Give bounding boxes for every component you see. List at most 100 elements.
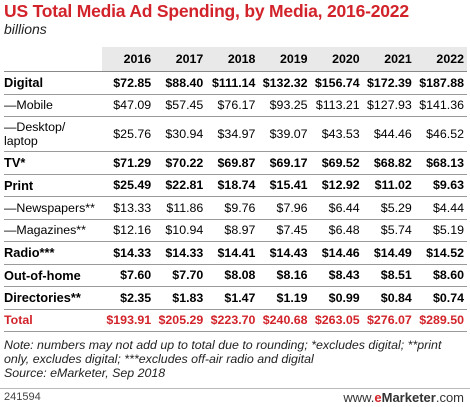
- table-cell: $193.91: [102, 309, 155, 332]
- table-cell: $8.97: [206, 219, 259, 242]
- table-cell: $22.81: [154, 174, 207, 197]
- table-row: Digital $72.85 $88.40 $111.14 $132.32 $156.74…: [4, 71, 467, 95]
- table-cell: $11.86: [154, 196, 207, 220]
- table-cell: $14.33: [154, 241, 207, 265]
- header-row: 2016 2017 2018 2019 2020 2021 2022: [4, 47, 467, 72]
- row-label: Digital: [4, 71, 103, 95]
- table-cell: $240.68: [258, 309, 311, 332]
- table-cell: $88.40: [154, 71, 207, 95]
- row-label: Radio***: [4, 241, 103, 265]
- table-cell: $187.88: [414, 71, 467, 95]
- table-row: —Magazines** $12.16 $10.94 $8.97 $7.45 $6.48 $…: [4, 219, 467, 242]
- row-label: —Desktop/ laptop: [4, 116, 103, 152]
- table-cell: $14.33: [102, 241, 155, 265]
- brand-name: Marketer: [381, 390, 436, 405]
- table-cell: $18.74: [206, 174, 259, 197]
- table-cell: $5.74: [362, 219, 415, 242]
- table-cell: $6.48: [310, 219, 363, 242]
- table-cell: $113.21: [310, 94, 363, 117]
- table-cell: $14.46: [310, 241, 363, 265]
- column-header-2019: 2019: [258, 47, 311, 72]
- table-cell: $72.85: [102, 71, 155, 95]
- table-cell: $34.97: [206, 116, 259, 152]
- table-cell: $6.44: [310, 196, 363, 220]
- table-cell: $8.08: [206, 264, 259, 287]
- table-cell: $12.16: [102, 219, 155, 242]
- header-corner: [4, 47, 103, 72]
- table-cell: $7.96: [258, 196, 311, 220]
- table-cell: $9.63: [414, 174, 467, 197]
- footnote: Note: numbers may not add up to total du…: [4, 338, 466, 380]
- chart-subtitle: billions: [4, 21, 47, 37]
- table-cell: $69.52: [310, 151, 363, 175]
- table-cell: $8.16: [258, 264, 311, 287]
- table-cell: $205.29: [154, 309, 207, 332]
- table-cell: $10.94: [154, 219, 207, 242]
- table-cell: $276.07: [362, 309, 415, 332]
- footnote-source: Source: eMarketer, Sep 2018: [4, 366, 166, 380]
- column-header-2020: 2020: [310, 47, 363, 72]
- table-cell: $7.60: [102, 264, 155, 287]
- table-row: —Newspapers** $13.33 $11.86 $9.76 $7.96 $6.44…: [4, 196, 467, 220]
- table-cell: $44.46: [362, 116, 415, 152]
- table-cell: $7.45: [258, 219, 311, 242]
- table-cell: $14.49: [362, 241, 415, 265]
- table-cell: $263.05: [310, 309, 363, 332]
- table-cell: $9.76: [206, 196, 259, 220]
- table-row: —Desktop/ laptop $25.76 $30.94 $34.97 $39.07…: [4, 116, 467, 152]
- table-cell: $223.70: [206, 309, 259, 332]
- table-cell: $5.19: [414, 219, 467, 242]
- table-cell: $1.83: [154, 286, 207, 310]
- table-cell: $76.17: [206, 94, 259, 117]
- table-row: Radio*** $14.33 $14.33 $14.41 $14.43 $14.46 $1…: [4, 241, 467, 265]
- table-row: Print $25.49 $22.81 $18.74 $15.41 $12.92 $11.0…: [4, 174, 467, 197]
- table-cell: $39.07: [258, 116, 311, 152]
- table-cell: $25.49: [102, 174, 155, 197]
- table-cell: $43.53: [310, 116, 363, 152]
- brand-com: .com: [435, 390, 464, 405]
- table-cell: $69.87: [206, 151, 259, 175]
- table-cell: $141.36: [414, 94, 467, 117]
- table-cell: $69.17: [258, 151, 311, 175]
- table-cell: $13.33: [102, 196, 155, 220]
- table-cell: $0.74: [414, 286, 467, 310]
- table-cell: $57.45: [154, 94, 207, 117]
- table-row: TV* $71.29 $70.22 $69.87 $69.17 $69.52 $68.82 $…: [4, 151, 467, 175]
- chart-title: US Total Media Ad Spending, by Media, 20…: [4, 1, 409, 21]
- table-cell: $93.25: [258, 94, 311, 117]
- table-cell: $127.93: [362, 94, 415, 117]
- table-cell: $5.29: [362, 196, 415, 220]
- table-cell: $14.43: [258, 241, 311, 265]
- table-cell: $15.41: [258, 174, 311, 197]
- table-cell: $25.76: [102, 116, 155, 152]
- row-label: Total: [4, 309, 103, 332]
- table-row: Directories** $2.35 $1.83 $1.47 $1.19 $0.99 $0…: [4, 286, 467, 310]
- table-cell: $2.35: [102, 286, 155, 310]
- table-cell: $14.41: [206, 241, 259, 265]
- table-cell: $8.43: [310, 264, 363, 287]
- table-cell: $68.13: [414, 151, 467, 175]
- table-body: Digital $72.85 $88.40 $111.14 $132.32 $156.74…: [4, 71, 467, 332]
- table-cell: $0.99: [310, 286, 363, 310]
- data-table-container: 2016 2017 2018 2019 2020 2021 2022 Digital $72.…: [4, 47, 467, 332]
- brand-logo: www.eMarketer.com: [343, 390, 464, 405]
- table-cell: $8.51: [362, 264, 415, 287]
- table-cell: $68.82: [362, 151, 415, 175]
- column-header-2018: 2018: [206, 47, 259, 72]
- table-cell: $46.52: [414, 116, 467, 152]
- column-header-2022: 2022: [414, 47, 467, 72]
- chart-id: 241594: [4, 391, 41, 403]
- table-cell: $1.19: [258, 286, 311, 310]
- row-label: Directories**: [4, 286, 103, 310]
- table-cell: $172.39: [362, 71, 415, 95]
- table-cell: $289.50: [414, 309, 467, 332]
- footnote-note: Note: numbers may not add up to total du…: [4, 338, 442, 366]
- table-cell: $30.94: [154, 116, 207, 152]
- table-cell: $47.09: [102, 94, 155, 117]
- table-row: Total $193.91 $205.29 $223.70 $240.68 $263.05…: [4, 309, 467, 332]
- table-cell: $11.02: [362, 174, 415, 197]
- row-label: Print: [4, 174, 103, 197]
- column-header-2021: 2021: [362, 47, 415, 72]
- table-cell: $0.84: [362, 286, 415, 310]
- table-cell: $71.29: [102, 151, 155, 175]
